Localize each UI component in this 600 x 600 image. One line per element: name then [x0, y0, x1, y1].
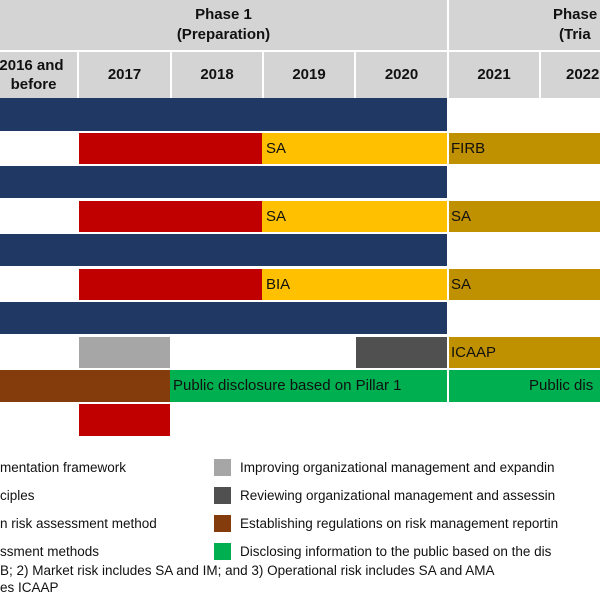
- gold-bar-icaap: [447, 337, 600, 368]
- phase1-title: Phase 1: [195, 6, 252, 23]
- year-2022-header: 2022: [541, 52, 600, 98]
- legend-left-1: mentation framework: [0, 460, 127, 475]
- legend-right-4: Disclosing information to the public bas…: [240, 544, 552, 559]
- green-bar-disclosure-phase1: [170, 370, 447, 402]
- red-bar-operational: [79, 269, 262, 300]
- legend-right-2: Reviewing organizational management and …: [240, 488, 556, 503]
- operational-sa-label: SA: [451, 276, 472, 293]
- legend-left-4: ssment methods: [0, 544, 100, 559]
- year-2021-header: 2021: [449, 52, 539, 98]
- year-2016-line1: 2016 and: [0, 57, 64, 74]
- legend-right-1: Improving organizational management and …: [240, 460, 555, 475]
- gold-bar-credit: [447, 133, 600, 164]
- year-2018-header: 2018: [172, 52, 262, 98]
- gold-bar-operational: [447, 269, 600, 300]
- navy-bar-row7: [0, 302, 447, 334]
- legend-left-2: ciples: [0, 488, 35, 503]
- note-line-2: es ICAAP: [0, 580, 59, 595]
- navy-bar-row3: [0, 166, 447, 198]
- grid-line-1: [447, 0, 449, 436]
- year-2020-header: 2020: [356, 52, 447, 98]
- operational-bia-label: BIA: [266, 276, 291, 293]
- red-bar-row10: [79, 404, 170, 436]
- red-bar-credit: [79, 133, 262, 164]
- navy-bar-row5: [0, 234, 447, 266]
- phase1-header: Phase 1 (Preparation): [0, 0, 447, 50]
- yellow-bar-operational: [262, 269, 447, 300]
- phase2-header: Phase (Tria: [449, 0, 600, 50]
- yellow-bar-credit: [262, 133, 447, 164]
- year-2016-header: 2016 and before: [0, 52, 77, 98]
- credit-sa-label: SA: [266, 140, 287, 157]
- green-bar-disclosure-phase2: [449, 370, 600, 402]
- legend-left-3: n risk assessment method: [0, 516, 157, 531]
- legend-swatch-gray-dark: [214, 487, 231, 504]
- disclosure-phase1-label: Public disclosure based on Pillar 1: [173, 377, 402, 394]
- credit-firb-label: FIRB: [451, 140, 486, 157]
- brown-bar-disclosure: [0, 370, 170, 402]
- phase2-title: Phase: [553, 6, 598, 23]
- legend-right-3: Establishing regulations on risk managem…: [240, 516, 559, 531]
- legend-swatch-gray-light: [214, 459, 231, 476]
- navy-bar-row1: [0, 98, 447, 131]
- gray-light-bar-icaap: [79, 337, 170, 368]
- yellow-bar-market: [262, 201, 447, 232]
- market-sa-label: SA: [266, 208, 287, 225]
- phase2-subtitle: (Tria: [559, 26, 591, 43]
- red-bar-market: [79, 201, 262, 232]
- legend-swatch-green: [214, 543, 231, 560]
- market-sa2-label: SA: [451, 208, 472, 225]
- year-2017-header: 2017: [79, 52, 170, 98]
- year-2016-line2: before: [10, 76, 57, 93]
- legend-swatch-brown: [214, 515, 231, 532]
- year-2019-header: 2019: [264, 52, 354, 98]
- note-line-1: B; 2) Market risk includes SA and IM; an…: [0, 563, 495, 578]
- phase1-subtitle: (Preparation): [176, 26, 271, 43]
- icaap-label: ICAAP: [451, 344, 497, 361]
- disclosure-phase2-label: Public dis: [529, 377, 594, 394]
- gold-bar-market: [447, 201, 600, 232]
- gray-dark-bar-icaap: [356, 337, 447, 368]
